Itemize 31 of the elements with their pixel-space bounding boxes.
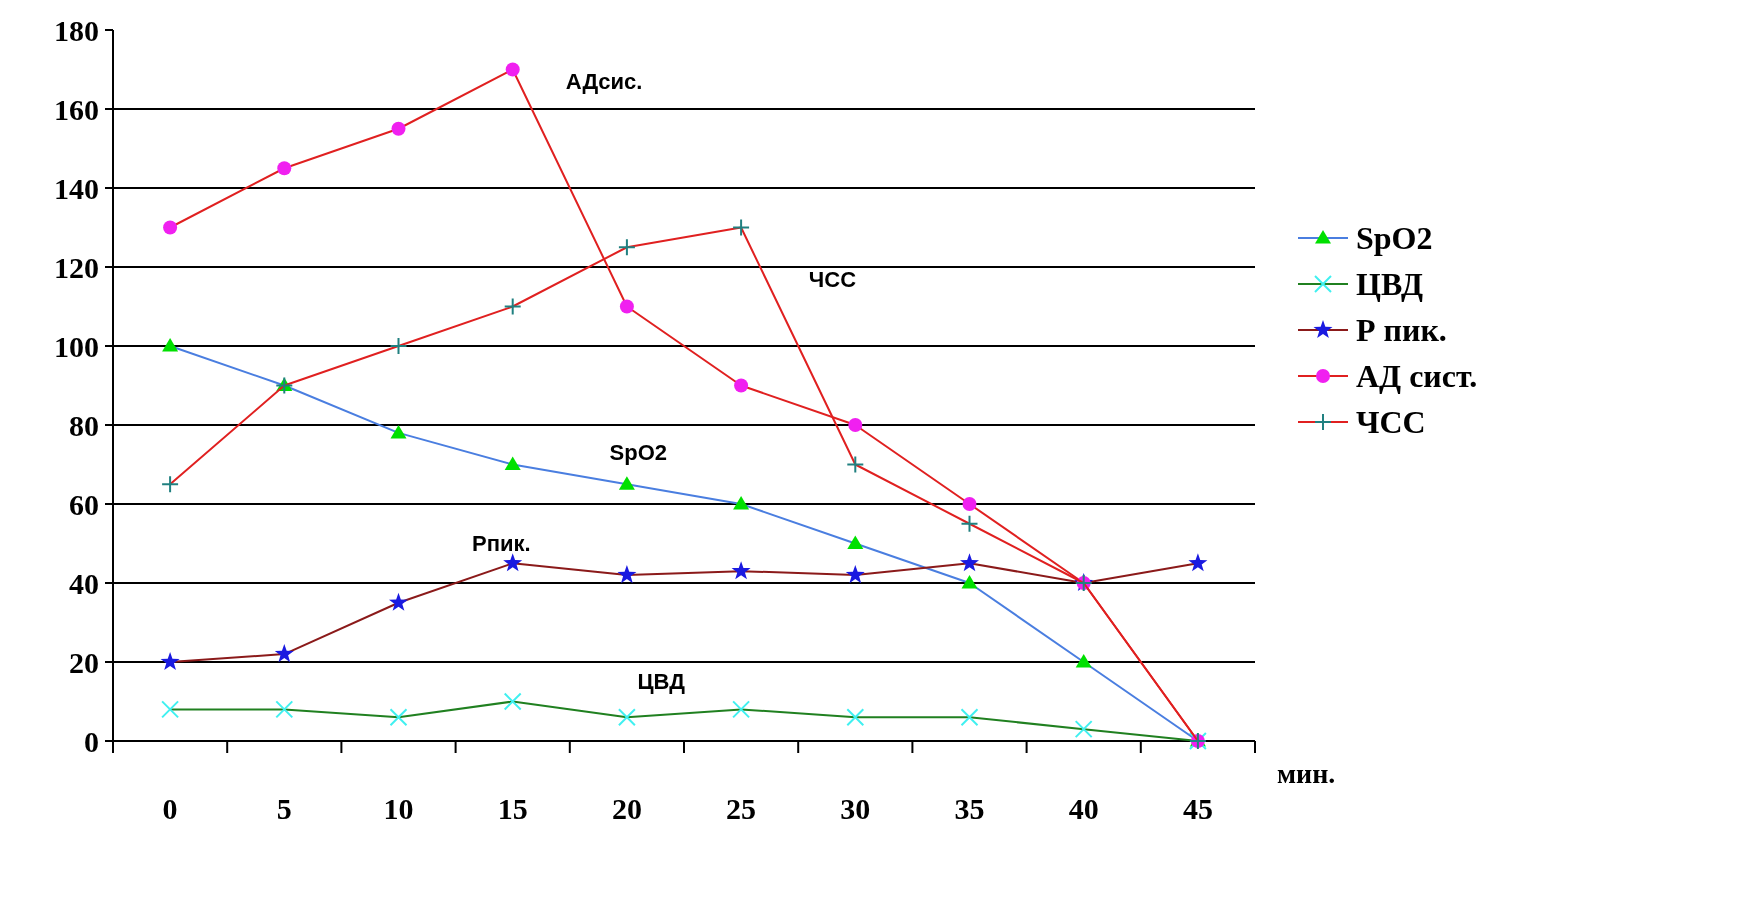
legend-label: АД сист. <box>1356 358 1478 395</box>
annotation: SpO2 <box>609 440 668 466</box>
y-tick-label: 100 <box>54 329 99 363</box>
annotation: ЧСС <box>808 266 857 292</box>
y-tick-label: 40 <box>69 566 99 600</box>
y-tick-label: 180 <box>54 13 99 47</box>
x-tick-label: 5 <box>276 792 292 825</box>
annotation: АДсис. <box>565 69 643 95</box>
y-tick-label: 140 <box>54 171 99 205</box>
x-tick-label: 40 <box>1068 792 1099 825</box>
legend-label: ЦВД <box>1356 266 1424 303</box>
annotation: ЦВД <box>637 669 686 695</box>
x-tick-label: 10 <box>383 792 414 825</box>
x-tick-label: 15 <box>497 792 528 825</box>
y-tick-label: 20 <box>69 645 99 679</box>
x-axis-title: мин. <box>1277 758 1336 789</box>
legend-label: ЧСС <box>1356 404 1426 441</box>
legend-label: Р пик. <box>1356 312 1447 349</box>
x-tick-label: 0 <box>162 792 178 825</box>
x-tick-label: 20 <box>611 792 642 825</box>
y-tick-label: 0 <box>84 724 99 758</box>
legend-label: SpO2 <box>1356 220 1433 257</box>
x-tick-label: 35 <box>954 792 985 825</box>
y-tick-label: 60 <box>69 487 99 521</box>
y-tick-label: 80 <box>69 408 99 442</box>
x-tick-label: 30 <box>840 792 871 825</box>
annotation: Рпик. <box>471 531 531 557</box>
y-tick-label: 120 <box>54 250 99 284</box>
y-tick-label: 160 <box>54 92 99 126</box>
x-tick-label: 25 <box>726 792 757 825</box>
x-tick-label: 45 <box>1182 792 1213 825</box>
